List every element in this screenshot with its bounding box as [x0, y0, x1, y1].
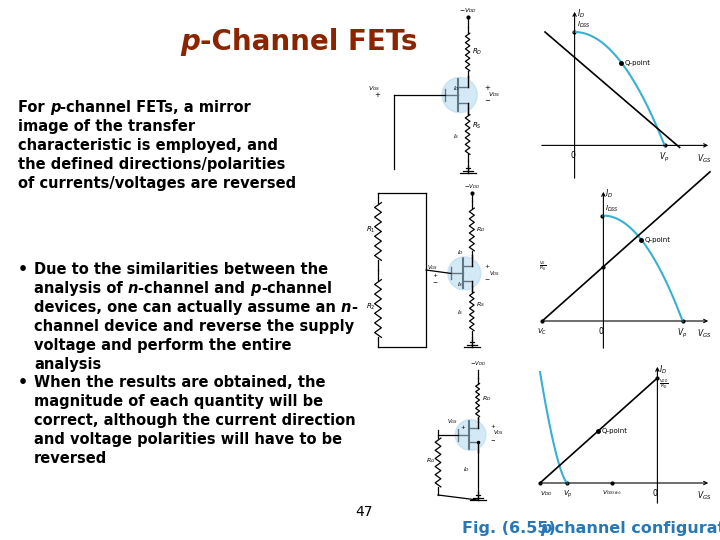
Circle shape [455, 420, 486, 450]
Text: $R_D$: $R_D$ [476, 225, 485, 234]
Text: +: + [490, 424, 495, 429]
Text: $V_{GS}$: $V_{GS}$ [368, 84, 380, 93]
Text: -Channel FETs: -Channel FETs [200, 28, 418, 56]
Text: $I_S$: $I_S$ [457, 280, 464, 289]
Text: n: n [341, 300, 351, 315]
Text: $V_{GS}$: $V_{GS}$ [447, 417, 459, 426]
Text: $I_D$: $I_D$ [577, 8, 585, 21]
Text: $I_S$: $I_S$ [453, 132, 459, 141]
Text: $V_C$: $V_C$ [537, 327, 547, 337]
Text: Q-point: Q-point [602, 428, 628, 434]
Text: $V_{DS}$: $V_{DS}$ [493, 429, 504, 437]
Text: $V_{DD}$: $V_{DD}$ [540, 489, 553, 498]
Text: $I_D$: $I_D$ [453, 84, 459, 93]
Text: For: For [18, 100, 50, 115]
Text: $I_D$: $I_D$ [660, 363, 667, 375]
Text: +: + [374, 92, 380, 98]
Text: -channel FETs, a mirror: -channel FETs, a mirror [60, 100, 251, 115]
Text: −: − [433, 279, 438, 285]
Text: Due to the similarities between the: Due to the similarities between the [34, 262, 328, 277]
Text: +: + [485, 265, 490, 269]
Text: -channel configurations: -channel configurations [548, 521, 720, 536]
Text: 47: 47 [355, 505, 372, 519]
Text: p: p [50, 100, 60, 115]
Text: and voltage polarities will have to be: and voltage polarities will have to be [34, 432, 342, 447]
Text: $I_D$: $I_D$ [463, 465, 469, 474]
Text: +: + [433, 273, 438, 279]
Text: $-V_{DD}$: $-V_{DD}$ [459, 6, 477, 15]
Text: correct, although the current direction: correct, although the current direction [34, 413, 356, 428]
Text: •: • [18, 262, 28, 277]
Text: 0: 0 [599, 327, 604, 336]
Text: −: − [485, 276, 490, 281]
Text: $I_D$: $I_D$ [606, 188, 613, 200]
Text: $R_D$: $R_D$ [482, 395, 491, 403]
Text: •: • [18, 375, 28, 390]
Text: $I_{DSS}$: $I_{DSS}$ [577, 20, 590, 30]
Text: $V_{GS}$: $V_{GS}$ [427, 264, 438, 272]
Text: $V_{DS}$: $V_{DS}$ [489, 269, 500, 278]
Text: $V_p$: $V_p$ [678, 327, 688, 340]
Text: $V_{GS}$: $V_{GS}$ [698, 152, 712, 165]
Text: Fig. (6.55): Fig. (6.55) [462, 521, 562, 536]
Text: 0: 0 [570, 151, 575, 160]
Text: reversed: reversed [34, 451, 107, 466]
Text: analysis: analysis [34, 357, 102, 372]
Text: channel device and reverse the supply: channel device and reverse the supply [34, 319, 354, 334]
Text: 0: 0 [653, 489, 658, 498]
Text: $R_G$: $R_G$ [426, 456, 436, 465]
Text: −: − [484, 98, 490, 104]
Text: p: p [180, 28, 200, 56]
Text: $R_D$: $R_D$ [472, 47, 482, 57]
Text: Q-point: Q-point [624, 59, 650, 66]
Text: $V_{p}$: $V_{p}$ [562, 489, 572, 501]
Text: devices, one can actually assume an: devices, one can actually assume an [34, 300, 341, 315]
Text: p: p [540, 521, 552, 536]
Text: $V_p$: $V_p$ [660, 151, 670, 165]
Text: −: − [490, 437, 495, 442]
Text: $V_{DS}$: $V_{DS}$ [488, 91, 500, 99]
Text: voltage and perform the entire: voltage and perform the entire [34, 338, 292, 353]
Text: $\frac{V_{DD}}{R_D}$: $\frac{V_{DD}}{R_D}$ [660, 378, 669, 391]
Text: analysis of: analysis of [34, 281, 128, 296]
Text: $V_{GS}$: $V_{GS}$ [698, 490, 712, 503]
Text: $V_{GS}$: $V_{GS}$ [698, 328, 712, 341]
Text: +: + [484, 85, 490, 91]
Text: p: p [251, 281, 261, 296]
Circle shape [448, 257, 481, 290]
Text: $I_S$: $I_S$ [457, 308, 464, 317]
Text: $-V_{DD}$: $-V_{DD}$ [464, 182, 480, 191]
Text: the defined directions/polarities: the defined directions/polarities [18, 157, 285, 172]
Text: $R_2$: $R_2$ [366, 301, 376, 312]
Text: image of the transfer: image of the transfer [18, 119, 195, 134]
Text: characteristic is employed, and: characteristic is employed, and [18, 138, 278, 153]
Text: of currents/voltages are reversed: of currents/voltages are reversed [18, 176, 296, 191]
Circle shape [442, 77, 477, 113]
Text: Q-point: Q-point [644, 237, 670, 243]
Text: +: + [460, 425, 464, 430]
Text: -: - [351, 300, 357, 315]
Text: $I_D$: $I_D$ [456, 248, 464, 257]
Text: $\frac{V_G}{R_S}$: $\frac{V_G}{R_S}$ [539, 260, 546, 273]
Text: $R_S$: $R_S$ [472, 121, 482, 131]
Text: $-V_{DD}$: $-V_{DD}$ [469, 359, 486, 368]
Text: -channel and: -channel and [138, 281, 251, 296]
Text: $V_{GS(th)}$: $V_{GS(th)}$ [603, 489, 622, 497]
Text: $I_{DSS}$: $I_{DSS}$ [606, 204, 619, 214]
Text: magnitude of each quantity will be: magnitude of each quantity will be [34, 394, 323, 409]
Text: -channel: -channel [261, 281, 332, 296]
Text: $R_S$: $R_S$ [476, 300, 485, 309]
Text: When the results are obtained, the: When the results are obtained, the [34, 375, 325, 390]
Text: n: n [128, 281, 138, 296]
Text: $R_1$: $R_1$ [366, 225, 376, 235]
